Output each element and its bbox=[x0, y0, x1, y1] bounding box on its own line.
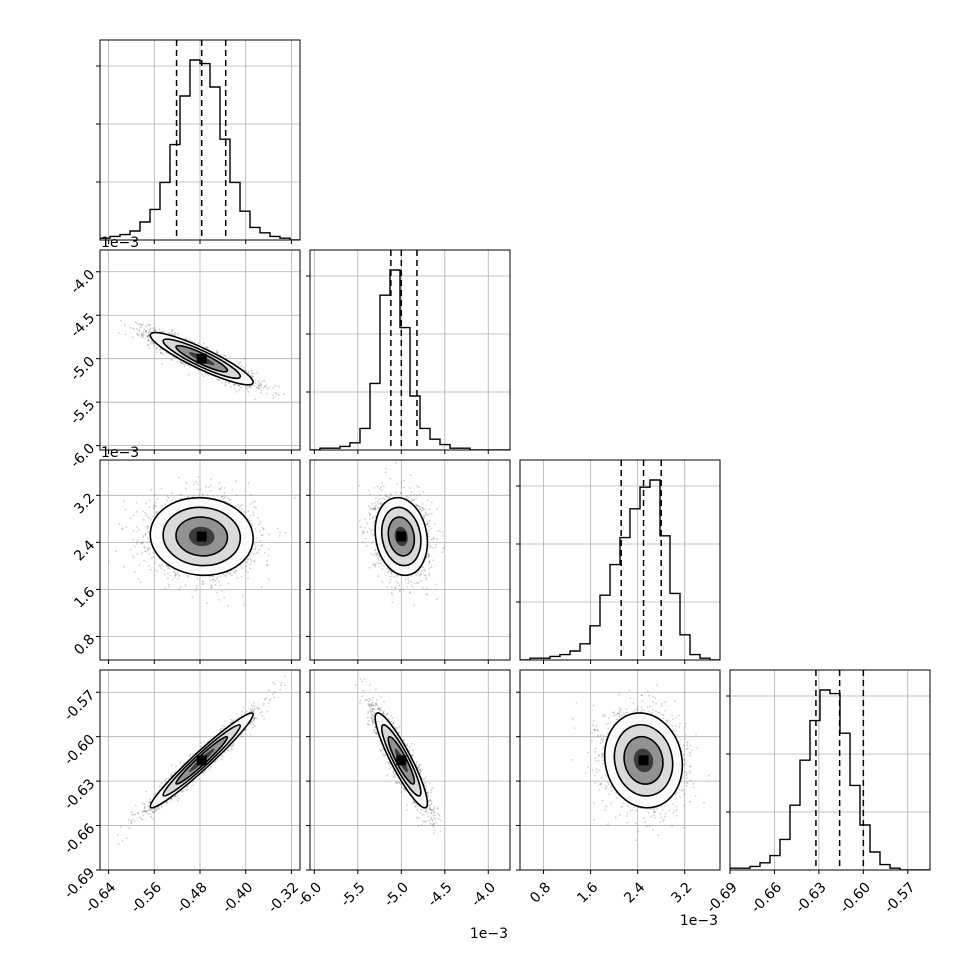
y-tick-label: -5.0 bbox=[68, 354, 99, 385]
x-offset-label: 1e−3 bbox=[680, 913, 718, 929]
density-peak bbox=[196, 353, 207, 364]
panel-frame bbox=[309, 669, 511, 871]
grid bbox=[520, 460, 720, 660]
y-tick-label: -0.66 bbox=[61, 820, 98, 857]
scatter-panel-3-2 bbox=[516, 669, 721, 874]
offset-labels: 1e−3 1e−3 1e−3 1e−3 bbox=[101, 235, 718, 942]
density-contours bbox=[149, 496, 254, 577]
x-tick-label: -5.5 bbox=[338, 879, 369, 910]
x-tick-label: -4.5 bbox=[425, 879, 456, 910]
density-contours bbox=[149, 712, 254, 809]
density-contours bbox=[374, 496, 429, 577]
grid bbox=[310, 670, 510, 870]
density-peak bbox=[196, 755, 207, 766]
x-tick-label: -0.63 bbox=[793, 879, 830, 916]
y-tick-label: -0.63 bbox=[61, 776, 98, 813]
y-tick-label: -4.5 bbox=[68, 310, 99, 341]
density-peak bbox=[638, 755, 649, 766]
histogram-panel-0 bbox=[96, 39, 301, 244]
x-tick-label: -0.40 bbox=[220, 879, 257, 916]
x-tick-label: -0.60 bbox=[837, 879, 874, 916]
grid bbox=[100, 460, 300, 660]
y-tick-label: 3.2 bbox=[71, 490, 98, 517]
grid bbox=[100, 40, 300, 240]
x-offset-label: 1e−3 bbox=[470, 926, 508, 942]
x-tick-label: 2.4 bbox=[621, 879, 648, 906]
x-tick-label: -4.0 bbox=[468, 879, 499, 910]
y-tick-label: -6.0 bbox=[68, 441, 99, 472]
x-tick-label: -0.56 bbox=[128, 879, 165, 916]
panel-frame bbox=[729, 669, 931, 871]
panel-frame bbox=[309, 249, 511, 451]
density-peak bbox=[196, 531, 207, 542]
histogram-step bbox=[520, 479, 720, 660]
scatter-panel-3-1 bbox=[306, 669, 511, 874]
grid bbox=[730, 670, 930, 870]
histogram-step bbox=[730, 689, 930, 870]
histogram-step bbox=[100, 59, 300, 240]
density-contours bbox=[149, 331, 254, 386]
histogram-panel-1 bbox=[306, 249, 511, 454]
y-tick-label: -5.5 bbox=[68, 397, 99, 428]
y-tick-label: 0.8 bbox=[71, 631, 98, 658]
y-tick-label: -0.57 bbox=[61, 687, 98, 724]
density-contours bbox=[374, 712, 429, 809]
scatter-panel-1-0 bbox=[96, 249, 301, 454]
y-offset-label: 1e−3 bbox=[101, 445, 139, 461]
x-tick-label: -5.0 bbox=[381, 879, 412, 910]
panel-frame bbox=[519, 459, 721, 661]
panel-frame bbox=[519, 669, 721, 871]
density-contours bbox=[603, 712, 684, 809]
x-tick-label: -0.66 bbox=[748, 879, 785, 916]
x-tick-label: -0.57 bbox=[882, 879, 919, 916]
y-tick-label: -4.0 bbox=[68, 267, 99, 298]
x-tick-label: -6.0 bbox=[294, 879, 325, 910]
y-tick-label: 1.6 bbox=[71, 584, 98, 611]
histogram-panel-2 bbox=[516, 459, 721, 664]
density-peak bbox=[396, 755, 407, 766]
density-peak bbox=[396, 531, 407, 542]
x-tick-label: -0.48 bbox=[174, 879, 211, 916]
histogram-step bbox=[310, 269, 510, 450]
x-tick-label: 0.8 bbox=[527, 879, 554, 906]
y-offset-label: 1e−3 bbox=[101, 235, 139, 251]
histogram-panel-3 bbox=[726, 669, 931, 874]
scatter-panel-2-1 bbox=[306, 459, 511, 664]
scatter-panel-2-0 bbox=[96, 459, 301, 664]
panel-frame bbox=[309, 459, 511, 661]
x-tick-label: -0.69 bbox=[704, 879, 741, 916]
y-tick-label: -0.60 bbox=[61, 732, 98, 769]
x-tick-label: 3.2 bbox=[668, 879, 695, 906]
scatter-panel-3-0 bbox=[96, 669, 301, 874]
x-tick-label: 1.6 bbox=[574, 879, 601, 906]
y-tick-label: 2.4 bbox=[71, 537, 98, 564]
